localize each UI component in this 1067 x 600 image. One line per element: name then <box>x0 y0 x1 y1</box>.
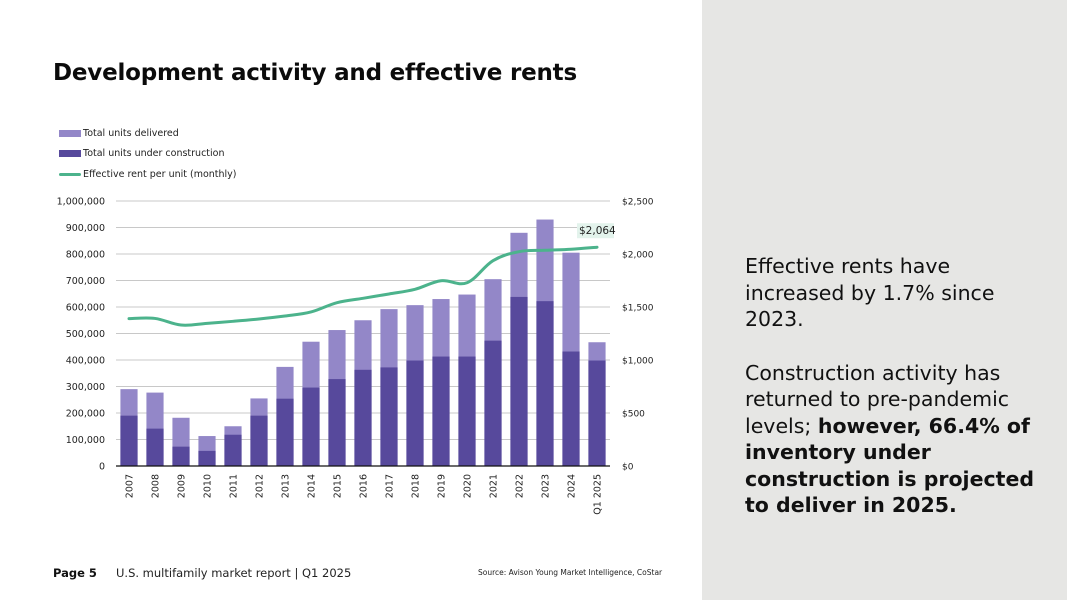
rent-annotation-background <box>577 223 614 239</box>
x-tick-label: 2008 <box>151 474 162 498</box>
y-left-tick-label: 100,000 <box>66 435 105 446</box>
y-left-tick-label: 800,000 <box>66 250 105 261</box>
y-left-tick-label: 300,000 <box>66 382 105 393</box>
bar-under-construction <box>510 296 528 466</box>
x-tick-label: 2016 <box>359 474 370 498</box>
y-left-tick-label: 900,000 <box>66 223 105 234</box>
y-left-tick-label: 200,000 <box>66 409 105 420</box>
x-tick-label: 2019 <box>437 474 448 498</box>
x-tick-label: 2011 <box>229 474 240 498</box>
bar-under-construction <box>432 356 450 466</box>
bar-under-construction <box>588 360 606 466</box>
bar-under-construction <box>562 351 580 466</box>
y-left-tick-label: 0 <box>99 462 105 473</box>
callout-text: Effective rents have increased by 1.7% s… <box>745 253 1045 546</box>
legend-swatch-rent <box>59 172 81 176</box>
callout-panel <box>702 0 1067 600</box>
bar-under-construction <box>276 398 294 466</box>
chart-legend: Total units delivered Total units under … <box>59 123 237 185</box>
callout-paragraph-1: Effective rents have increased by 1.7% s… <box>745 254 995 331</box>
x-tick-label: 2020 <box>463 474 474 498</box>
bar-under-construction <box>250 415 268 466</box>
x-tick-label: 2007 <box>125 474 136 498</box>
footer-page-number: Page 5 <box>53 566 97 580</box>
legend-item-rent: Effective rent per unit (monthly) <box>59 164 237 185</box>
x-tick-label: 2010 <box>203 474 214 498</box>
legend-label-rent: Effective rent per unit (monthly) <box>83 168 237 180</box>
x-tick-label: 2017 <box>385 474 396 498</box>
legend-item-under-construction: Total units under construction <box>59 144 237 165</box>
x-tick-label: 2024 <box>567 474 578 498</box>
y-right-tick-label: $1,000 <box>622 357 654 367</box>
page-title: Development activity and effective rents <box>53 60 577 86</box>
x-tick-label: Q1 2025 <box>593 474 604 515</box>
legend-label-delivered: Total units delivered <box>83 127 179 139</box>
callout-paragraph-2-bold: however, 66.4% of inventory under constr… <box>745 413 1035 518</box>
footer-report-title: U.S. multifamily market report | Q1 2025 <box>116 566 352 580</box>
axis-labels: 0 100,000 200,000 300,000 400,000 500,000 600,… <box>57 197 654 515</box>
x-tick-label: 2018 <box>411 474 422 498</box>
bar-under-construction <box>198 450 216 466</box>
y-right-tick-label: $2,500 <box>622 198 654 208</box>
x-tick-label: 2012 <box>255 474 266 498</box>
bar-under-construction <box>458 356 476 466</box>
x-tick-label: 2015 <box>333 474 344 498</box>
legend-label-under-construction: Total units under construction <box>83 148 225 160</box>
legend-swatch-delivered <box>59 129 81 137</box>
bar-under-construction <box>536 301 554 466</box>
bar-under-construction <box>328 379 346 466</box>
x-tick-label: 2023 <box>541 474 552 498</box>
rent-annotation-label: $2,064 <box>579 225 616 237</box>
bar-under-construction <box>354 369 372 466</box>
y-left-tick-label: 700,000 <box>66 276 105 287</box>
y-left-tick-label: 500,000 <box>66 329 105 340</box>
callout-paragraph-2-plain: Construction activity has returned to pr… <box>745 360 1010 438</box>
y-left-tick-label: 400,000 <box>66 356 105 367</box>
y-right-tick-label: $500 <box>622 410 645 420</box>
bar-under-construction <box>484 340 502 466</box>
y-right-tick-label: $0 <box>622 463 634 473</box>
callout-paragraph-2: Construction activity has returned to pr… <box>745 360 1045 519</box>
bars <box>120 219 606 466</box>
combo-chart: 0 100,000 200,000 300,000 400,000 500,000 600,… <box>57 197 654 515</box>
bar-under-construction <box>406 360 424 466</box>
x-tick-label: 2013 <box>281 474 292 498</box>
bar-under-construction <box>120 415 138 466</box>
y-right-tick-label: $1,500 <box>622 304 654 314</box>
x-tick-label: 2021 <box>489 474 500 498</box>
legend-item-delivered: Total units delivered <box>59 123 237 144</box>
bar-under-construction <box>172 446 190 466</box>
x-tick-label: 2022 <box>515 474 526 498</box>
y-right-tick-label: $2,000 <box>622 251 654 261</box>
footer-source: Source: Avison Young Market Intelligence… <box>478 568 663 577</box>
legend-swatch-under-construction <box>59 150 81 158</box>
y-left-tick-label: 600,000 <box>66 303 105 314</box>
bar-under-construction <box>380 367 398 466</box>
bar-under-construction <box>302 387 320 466</box>
y-left-tick-label: 1,000,000 <box>57 197 105 208</box>
bar-under-construction <box>224 434 242 466</box>
bar-under-construction <box>146 428 164 466</box>
x-tick-label: 2014 <box>307 474 318 498</box>
rent-line <box>127 245 599 327</box>
x-tick-label: 2009 <box>177 474 188 498</box>
